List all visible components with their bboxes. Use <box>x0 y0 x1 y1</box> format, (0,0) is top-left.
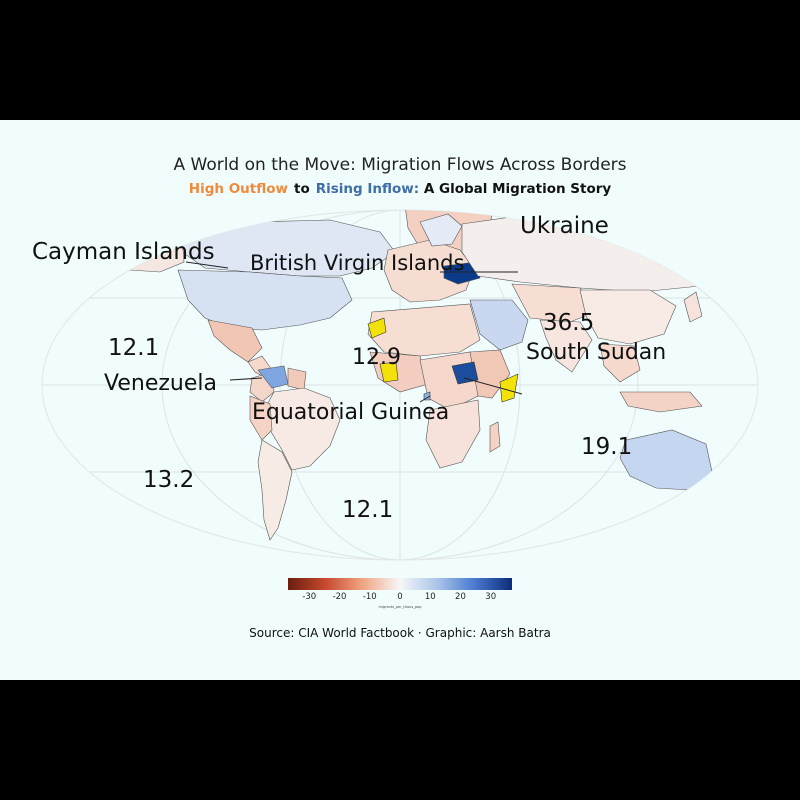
india-shape <box>539 319 593 373</box>
label-equatorial-guinea: Equatorial Guinea <box>252 400 449 425</box>
label-13-2: 13.2 <box>143 467 194 493</box>
central-asia-shape <box>511 283 601 323</box>
subtitle-outflow: High Outflow <box>188 181 288 197</box>
subtitle-connector: to <box>294 181 310 197</box>
south-africa-shape <box>425 399 481 469</box>
land <box>111 210 745 541</box>
legend-tick: -30 <box>302 592 317 602</box>
label-venezuela: Venezuela <box>104 371 217 396</box>
chart-subtitle: High Outflow to Rising Inflow: A Global Mi… <box>0 181 800 197</box>
legend-gradient-bar <box>288 578 512 590</box>
legend-tick: 20 <box>455 592 466 602</box>
somalia-highlight <box>499 373 519 403</box>
legend-tick: -10 <box>362 592 377 602</box>
north-africa-shape <box>367 303 481 357</box>
legend-ticks: -30 -20 -10 0 10 20 30 <box>288 590 512 604</box>
guianas-shape <box>287 367 307 391</box>
legend-tick: 30 <box>485 592 497 602</box>
chart-title: A World on the Move: Migration Flows Acr… <box>173 155 627 175</box>
indonesia-shape <box>619 391 703 413</box>
madagascar-shape <box>489 421 501 453</box>
legend-tick: 10 <box>424 592 436 602</box>
southeast-asia-shape <box>599 343 641 383</box>
subtitle-inflow: Rising Inflow: <box>315 181 420 197</box>
color-legend: -30 -20 -10 0 10 20 30 migrants_per_thou… <box>288 578 512 609</box>
canada-shape <box>181 219 396 277</box>
new-zealand-shape <box>731 485 745 511</box>
label-south-sudan: South Sudan <box>526 340 666 365</box>
highlights <box>367 317 519 403</box>
western-sahara-highlight <box>367 317 387 339</box>
china-shape <box>579 289 677 345</box>
legend-tick: 0 <box>397 592 403 602</box>
leader-lines <box>185 261 523 403</box>
arabia-shape <box>469 299 529 351</box>
label-36-5: 36.5 <box>543 310 594 336</box>
legend-tick: -20 <box>332 592 347 602</box>
japan-shape <box>683 291 703 323</box>
peru-shape <box>249 395 273 441</box>
argentina-shape <box>257 439 293 541</box>
australia-shape <box>619 429 713 491</box>
source-caption: Source: CIA World Factbook · Graphic: Aa… <box>249 626 551 640</box>
label-12-9: 12.9 <box>352 345 401 370</box>
subtitle-rest: A Global Migration Story <box>423 181 612 197</box>
label-ukraine: Ukraine <box>520 213 609 239</box>
legend-unit: migrants_per_thous_pop <box>378 605 422 609</box>
label-19-1: 19.1 <box>581 434 632 460</box>
label-cayman-islands: Cayman Islands <box>32 239 215 265</box>
label-12-1-b: 12.1 <box>342 497 393 523</box>
usa-shape <box>177 269 353 331</box>
eq-guinea-highlight <box>423 391 431 401</box>
annotation-labels: Cayman Islands British Virgin Islands Uk… <box>32 213 666 523</box>
label-12-1-a: 12.1 <box>108 335 159 361</box>
burkina-faso-highlight <box>379 361 399 383</box>
south-sudan-highlight <box>451 361 479 385</box>
scandinavia-shape <box>419 213 463 247</box>
label-british-virgin-islands: British Virgin Islands <box>250 251 464 275</box>
